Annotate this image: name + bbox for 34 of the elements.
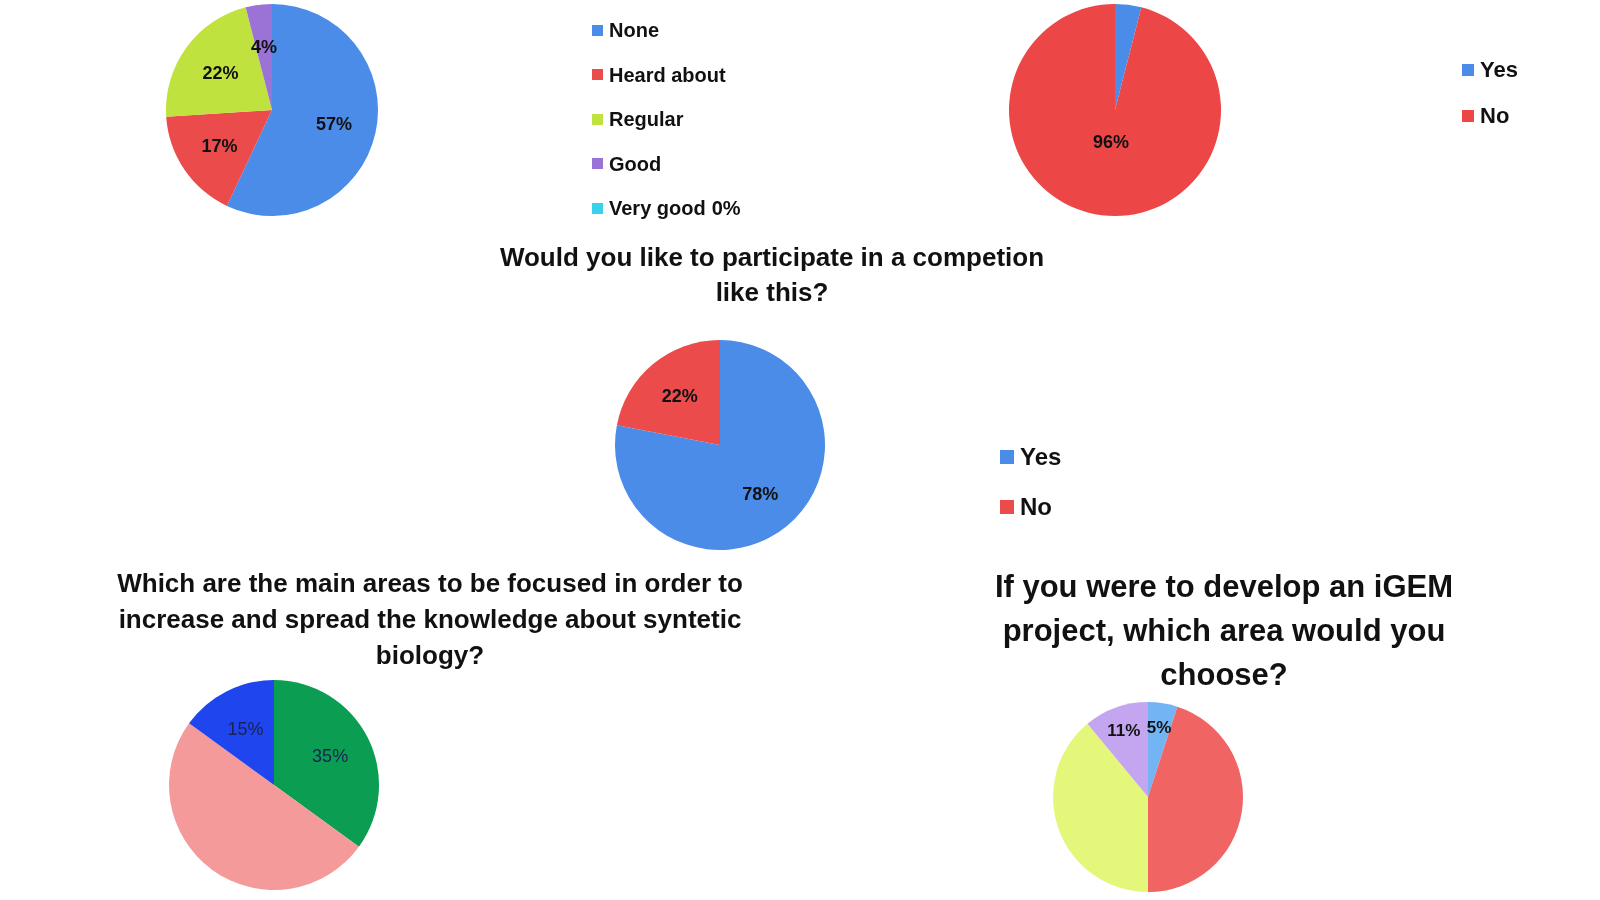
pie-slice (1148, 706, 1243, 892)
data-label: 78% (742, 483, 779, 504)
legend-label: Yes (1020, 442, 1062, 473)
data-label: 22% (661, 386, 698, 407)
pie-slice (1087, 702, 1148, 797)
data-label: 5% (1146, 717, 1172, 737)
data-label: 11% (1107, 720, 1141, 740)
data-label: 17% (201, 135, 238, 156)
legend-label: Very good (609, 196, 706, 221)
data-label: 15% (227, 718, 264, 739)
legend-label: No (1480, 101, 1510, 130)
pie-slice (615, 340, 825, 550)
legend-label: Yes (1480, 55, 1518, 84)
pie-slice (616, 340, 720, 445)
chart-title: Which are the main areas to be focused in order to increase and spread the knowledge about syntetic biology? (116, 567, 744, 672)
legend-label: Regular (609, 107, 684, 132)
legend-label: Good (609, 151, 662, 177)
legend-label: None (609, 18, 659, 43)
pie-slice (1009, 4, 1221, 216)
pie-slice (1053, 723, 1148, 892)
pie-slice (166, 110, 272, 206)
data-label: 22% (202, 62, 239, 83)
data-label: 96% (1093, 131, 1130, 152)
chart-title: If you were to develop an iGEM project, which area would you choose? (993, 568, 1455, 694)
chart-title: Would you like to participate in a competion like this? (498, 241, 1046, 309)
legend-label: No (1020, 492, 1052, 523)
pie-slice (1115, 4, 1142, 110)
text: 0% (711, 197, 741, 219)
pie-slice (189, 680, 274, 785)
data-label: 57% (316, 113, 353, 134)
pie-slice (169, 723, 359, 890)
data-label: 35% (312, 746, 349, 767)
legend-label: Heard about (609, 62, 726, 88)
pie-slice (274, 680, 379, 847)
